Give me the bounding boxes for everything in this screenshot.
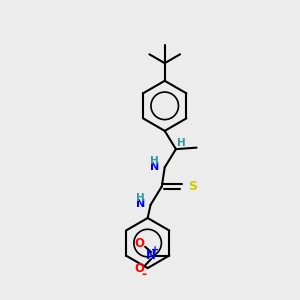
- Text: H: H: [136, 193, 145, 203]
- Text: N: N: [146, 249, 156, 262]
- Text: O: O: [135, 237, 145, 250]
- Text: H: H: [177, 138, 186, 148]
- Text: H: H: [150, 156, 159, 166]
- Text: N: N: [136, 200, 145, 209]
- Text: -: -: [141, 268, 147, 281]
- Text: N: N: [150, 162, 159, 172]
- Text: +: +: [151, 245, 159, 255]
- Text: O: O: [135, 262, 145, 275]
- Text: S: S: [188, 180, 197, 193]
